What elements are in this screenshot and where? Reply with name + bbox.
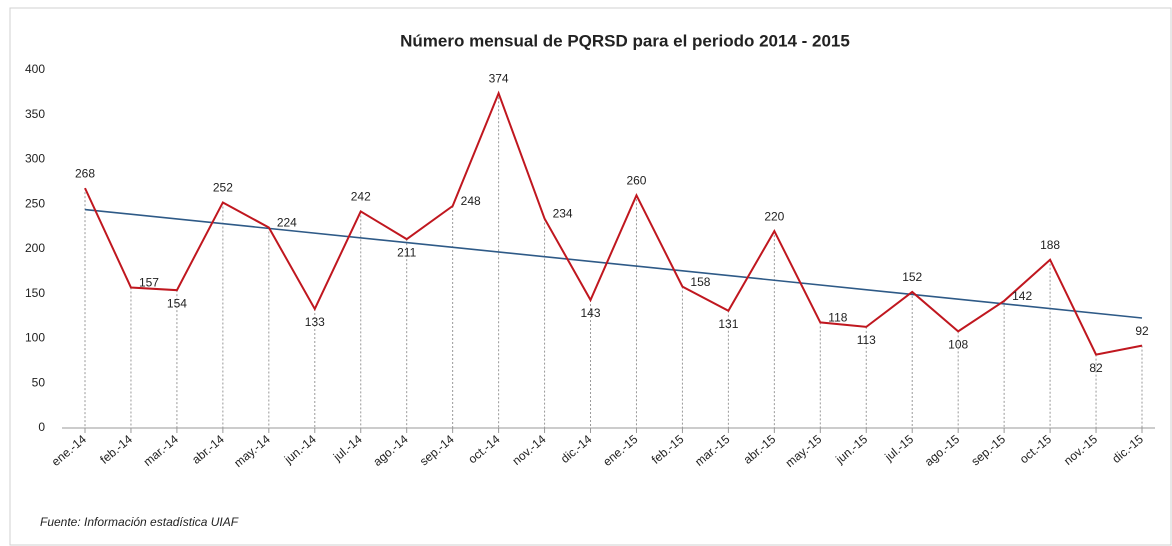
data-label: 143 [581, 306, 601, 320]
y-tick-label: 250 [25, 196, 45, 210]
data-label: 131 [718, 317, 738, 331]
data-label: 268 [75, 166, 95, 180]
chart-title: Número mensual de PQRSD para el periodo … [400, 31, 850, 50]
data-label: 154 [167, 296, 187, 310]
data-label: 133 [305, 315, 325, 329]
line-series [84, 90, 1143, 356]
data-label: 260 [626, 173, 646, 187]
data-label: 188 [1040, 238, 1060, 252]
data-label: 248 [461, 194, 481, 208]
data-label: 158 [690, 275, 710, 289]
data-label: 157 [139, 276, 159, 290]
y-tick-label: 400 [25, 62, 45, 76]
data-label: 224 [277, 216, 297, 230]
source-note: Fuente: Información estadística UIAF [40, 515, 239, 529]
data-label: 108 [948, 338, 968, 352]
data-label: 220 [764, 209, 784, 223]
y-tick-label: 100 [25, 331, 45, 345]
y-tick-label: 350 [25, 107, 45, 121]
data-label: 118 [828, 311, 847, 325]
y-tick-label: 200 [25, 241, 45, 255]
data-label: 374 [489, 71, 509, 85]
data-label: 142 [1012, 289, 1032, 303]
trendline [84, 208, 1143, 319]
data-label: 82 [1089, 361, 1103, 375]
data-label: 92 [1135, 324, 1149, 338]
y-tick-label: 300 [25, 152, 45, 166]
y-tick-label: 50 [32, 375, 46, 389]
data-label: 211 [397, 245, 416, 259]
data-label: 234 [553, 207, 573, 221]
data-label: 242 [351, 190, 371, 204]
data-label: 113 [857, 333, 876, 347]
data-label: 252 [213, 181, 233, 195]
chart-frame [9, 7, 1172, 546]
data-label: 152 [902, 270, 922, 284]
y-tick-label: 150 [25, 286, 45, 300]
y-tick-label: 0 [38, 420, 45, 434]
